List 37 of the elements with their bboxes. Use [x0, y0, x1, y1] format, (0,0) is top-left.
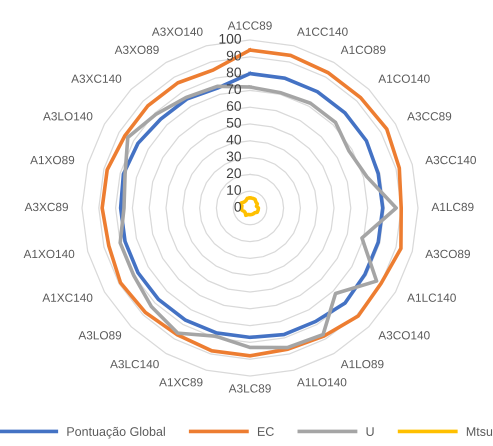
legend-label: U — [366, 427, 374, 436]
y-tick-label: 100 — [219, 34, 242, 44]
spoke-label: A3CO89 — [425, 250, 470, 258]
spoke-label: A1CC89 — [228, 21, 272, 30]
spoke-label: A1XC89 — [159, 378, 202, 386]
legend-label: EC — [258, 427, 274, 436]
spoke-label: A3XC89 — [24, 202, 68, 212]
spoke-label: A1CC140 — [296, 28, 348, 36]
y-tick-label: 70 — [226, 84, 242, 94]
spoke-label: A1LO140 — [296, 378, 346, 386]
y-tick-label: 50 — [226, 118, 242, 128]
spoke-label: A1LC140 — [407, 294, 456, 302]
y-tick-label: 60 — [226, 101, 242, 111]
spoke-label: A1XC140 — [42, 294, 92, 302]
spoke-label: A3CO140 — [378, 331, 430, 340]
legend-label: Pontuação Global — [67, 426, 165, 438]
y-tick-label: 20 — [226, 168, 242, 178]
spoke-label: A1CO140 — [378, 74, 430, 83]
y-tick-label: 40 — [226, 134, 242, 145]
spoke-label: A3XO140 — [152, 28, 203, 36]
spoke-label: A3LO89 — [78, 331, 122, 340]
spoke-label: A1XO140 — [24, 250, 74, 258]
spoke-label: A3XC140 — [71, 74, 122, 83]
spoke-label: A1LC89 — [431, 202, 474, 212]
y-tick-label: 10 — [227, 185, 242, 195]
spoke-label: A1XO89 — [30, 156, 74, 164]
spoke-label: A1LO89 — [340, 360, 384, 368]
spoke-label: A3CC89 — [407, 112, 452, 120]
spoke-label: A3XO89 — [114, 46, 159, 54]
spoke-label: A3LO140 — [43, 112, 92, 120]
spoke-label: A1CO89 — [340, 46, 386, 54]
legend-label: Mtsu — [466, 427, 492, 436]
y-tick-label: 30 — [226, 151, 242, 162]
spoke-label: A3LC89 — [228, 384, 271, 393]
y-tick-label: 80 — [226, 67, 242, 78]
spoke-label: A3LC140 — [110, 360, 159, 368]
spoke-label: A3CC140 — [425, 156, 476, 164]
